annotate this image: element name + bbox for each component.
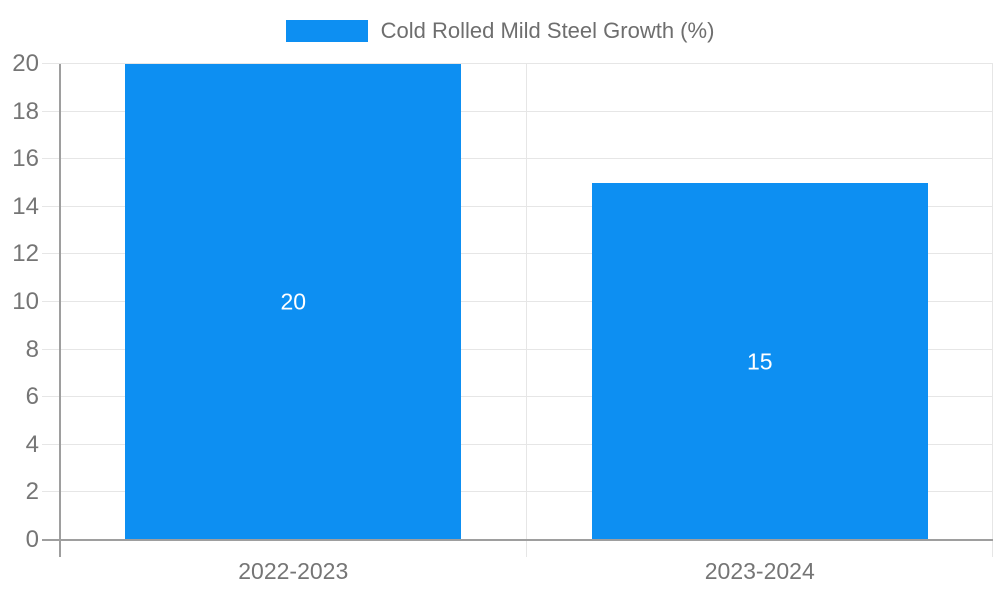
ytick-label-10: 10 [12,288,39,315]
ytick-label-8: 8 [25,335,39,363]
ytick-mark-0 [42,539,60,541]
gridline-y-18 [60,110,993,112]
xtick-label-2023-2024: 2023-2024 [704,558,815,584]
ytick-mark-18 [42,110,60,112]
ytick-label-14: 14 [12,192,39,220]
legend-swatch-icon [285,20,368,42]
gridline-y-16 [60,158,993,160]
gridline-y-12 [60,253,993,255]
ytick-mark-10 [42,301,60,302]
gridline-y-2 [60,491,993,493]
xtick-label-2022-2023: 2022-2023 [238,558,349,584]
bar-2023-2024[interactable] [591,183,928,540]
gridline-y-8 [60,348,993,350]
ytick-label-4: 4 [25,430,39,458]
ytick-mark-14 [42,205,60,207]
gridline-y-4 [60,443,993,445]
ytick-label-12: 12 [12,240,39,268]
gridline-y-20 [60,63,993,64]
ytick-mark-2 [42,491,60,493]
ytick-mark-6 [42,396,60,398]
ytick-mark-4 [42,443,60,445]
ytick-mark-12 [42,253,60,255]
gridline-y-10 [60,301,993,302]
bar-value-label-2023-2024: 15 [746,348,773,374]
ytick-label-2: 2 [25,478,39,506]
gridline-y-14 [60,205,993,207]
ytick-label-20: 20 [12,50,39,77]
x-axis-baseline [60,539,993,541]
legend-label: Cold Rolled Mild Steel Growth (%) [380,18,715,43]
y-axis-line [59,64,61,557]
ytick-label-6: 6 [25,383,39,411]
ytick-mark-20 [42,63,60,64]
gridline-y-6 [60,396,993,398]
bar-2022-2023[interactable] [125,64,462,540]
ytick-label-16: 16 [12,145,39,173]
chart-legend[interactable]: Cold Rolled Mild Steel Growth (%) [0,18,1000,44]
gridline-x-1 [525,64,527,557]
ytick-mark-8 [42,348,60,350]
ytick-label-18: 18 [12,97,39,125]
bar-value-label-2022-2023: 20 [280,288,307,315]
ytick-mark-16 [42,158,60,160]
ytick-label-0: 0 [25,526,39,553]
gridline-x-2 [992,64,993,557]
